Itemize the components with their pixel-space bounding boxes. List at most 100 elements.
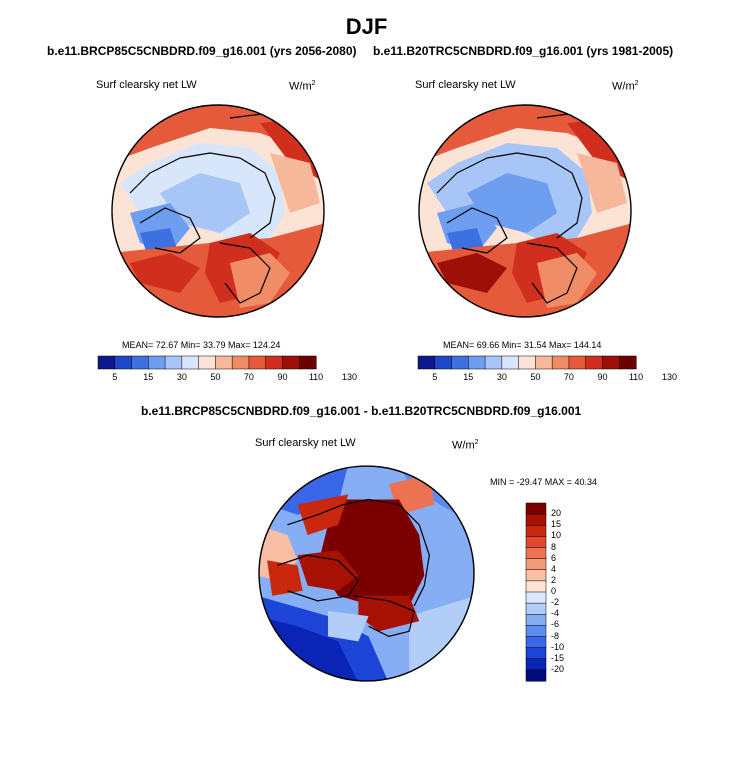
colorbar-box [585,355,604,370]
panel1-stats: MEAN= 72.67 Min= 33.79 Max= 124.24 [122,340,281,350]
colorbar-box [525,669,547,682]
panel2-polar-map [418,104,632,318]
colorbar-box [298,355,317,370]
colorbar-tick-label: -10 [551,641,565,652]
colorbar-tick-label: -8 [551,630,560,641]
colorbar-tick-label: 5 [432,372,438,382]
colorbar-tick-label: 30 [496,372,507,382]
coastline [353,595,415,637]
colorbar-box [525,502,547,515]
panel2-stats: MEAN= 69.66 Min= 31.54 Max= 144.14 [443,340,602,350]
colorbar-box [551,355,570,370]
coastline [139,207,201,254]
colorbar-box [265,355,284,370]
colorbar-box [468,355,486,370]
colorbar-tick-label: 110 [308,372,324,382]
panel2-title: b.e11.B20TRC5CNBDRD.f09_g16.001 (yrs 198… [373,44,674,58]
colorbar-box [525,547,547,560]
colorbar-tick-label: 15 [463,372,474,382]
colorbar-tick-label: 5 [112,372,118,382]
colorbar-box [282,355,300,370]
panel1-polar-map [111,104,325,318]
colorbar-box [518,355,536,370]
panel1-title: b.e11.BRCP85C5CNBDRD.f09_g16.001 (yrs 20… [47,44,357,58]
colorbar-box [131,355,149,370]
coastline [436,152,583,239]
colorbar-box [501,355,520,370]
coastline [287,498,430,607]
colorbar-box [181,355,200,370]
coastline [129,152,276,239]
panel3-stats: MIN = -29.47 MAX = 40.34 [490,477,598,487]
field-region [160,173,250,233]
panel3-polar-map [258,465,475,682]
field-region [358,595,420,632]
colorbar-tick-label: -6 [551,619,560,630]
colorbar-tick-label: 30 [176,372,187,382]
colorbar-tick-label: 90 [597,372,608,382]
colorbar-tick-label: 130 [662,372,678,382]
colorbar-tick-label: 110 [628,372,644,382]
colorbar-box [618,355,637,370]
panel2-colorbar [417,355,637,370]
colorbar-tick-label: 8 [551,541,557,552]
colorbar-box [97,355,116,370]
panel3-colorbar [525,502,547,682]
colorbar-box [525,614,547,626]
field-region [467,173,557,233]
colorbar-tick-label: 90 [277,372,288,382]
field-region [577,153,627,213]
coastline [219,242,271,304]
colorbar-box [215,355,233,370]
colorbar-tick-label: -15 [551,652,565,663]
colorbar-box [417,355,436,370]
colorbar-box [602,355,620,370]
colorbar-box [525,536,547,549]
colorbar-box [198,355,216,370]
colorbar-tick-label: 130 [342,372,358,382]
panel3-title: b.e11.BRCP85C5CNBDRD.f09_g16.001 - b.e11… [141,404,582,418]
panel1-units-label: W/m2 [289,80,316,93]
colorbar-box [525,636,547,649]
colorbar-box [114,355,133,370]
coastline [526,242,578,304]
field-region [297,494,349,535]
colorbar-box [484,355,503,370]
colorbar-box [568,355,587,370]
panel3-variable-label: Surf clearsky net LW [255,437,356,449]
field-region [267,560,303,596]
map-boundary [418,104,632,318]
colorbar-box [148,355,166,370]
colorbar-box [434,355,453,370]
panel1-colorbar [97,355,317,370]
colorbar-tick-label: 10 [551,530,562,541]
panel1-variable-label: Surf clearsky net LW [96,79,197,91]
colorbar-tick-label: 70 [243,372,254,382]
colorbar-tick-label: 2 [551,574,557,585]
colorbar-tick-label: 50 [530,372,541,382]
figure-title: DJF [345,14,388,39]
colorbar-box [525,513,547,526]
colorbar-box [231,355,250,370]
colorbar-tick-label: -20 [551,663,565,674]
colorbar-box [164,355,183,370]
colorbar-box [525,602,547,615]
colorbar-box [525,658,547,671]
panel2-units-label: W/m2 [612,80,639,93]
colorbar-tick-label: 50 [210,372,221,382]
colorbar-tick-label: -4 [551,608,560,619]
colorbar-box [525,625,547,638]
field-region [270,153,320,213]
colorbar-box [525,569,547,582]
field-region [327,611,369,642]
colorbar-box [525,591,547,604]
coastline [446,207,508,254]
colorbar-tick-label: -2 [551,597,560,608]
colorbar-tick-label: 4 [551,563,557,574]
map-boundary [111,104,325,318]
coastline [277,554,359,602]
field-region [297,550,359,591]
colorbar-tick-label: 6 [551,552,557,563]
colorbar-box [248,355,267,370]
colorbar-tick-label: 0 [551,586,557,596]
